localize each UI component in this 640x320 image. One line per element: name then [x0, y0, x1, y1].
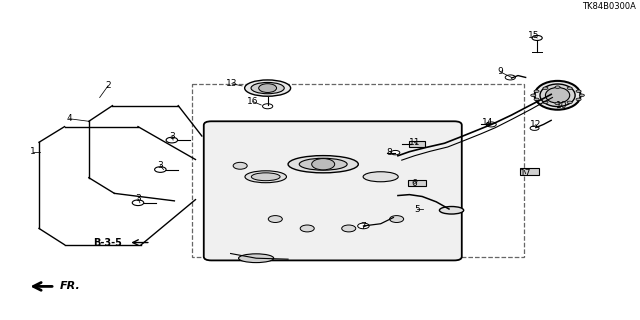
Ellipse shape [252, 173, 280, 181]
Text: 3: 3 [169, 132, 175, 140]
Circle shape [534, 90, 539, 92]
Ellipse shape [300, 158, 347, 170]
Circle shape [532, 36, 542, 40]
Circle shape [486, 122, 496, 127]
Text: 2: 2 [105, 81, 111, 90]
Text: 14: 14 [482, 118, 493, 127]
Text: 1: 1 [29, 147, 35, 156]
Text: 4: 4 [67, 114, 72, 123]
FancyBboxPatch shape [410, 141, 425, 147]
Circle shape [166, 137, 177, 143]
Circle shape [342, 225, 356, 232]
FancyBboxPatch shape [408, 180, 426, 186]
Text: 16: 16 [247, 97, 259, 106]
Text: 3: 3 [157, 161, 163, 170]
Circle shape [262, 104, 273, 109]
Text: 12: 12 [530, 120, 541, 129]
Circle shape [132, 200, 144, 205]
Circle shape [300, 225, 314, 232]
Circle shape [155, 167, 166, 172]
Circle shape [358, 223, 369, 229]
Circle shape [268, 216, 282, 222]
Circle shape [312, 159, 335, 170]
Ellipse shape [540, 84, 575, 107]
Circle shape [555, 86, 560, 88]
Ellipse shape [244, 80, 291, 96]
Circle shape [543, 101, 548, 104]
Circle shape [567, 101, 572, 104]
Circle shape [567, 87, 572, 90]
Circle shape [576, 98, 581, 100]
Circle shape [579, 94, 584, 97]
Ellipse shape [440, 206, 464, 214]
Ellipse shape [534, 81, 580, 110]
Text: 15: 15 [528, 31, 540, 40]
Text: 3: 3 [135, 194, 141, 203]
Text: 5: 5 [414, 204, 420, 213]
Bar [192, 84, 524, 257]
Circle shape [576, 90, 581, 92]
Text: 9: 9 [497, 67, 503, 76]
Text: TK84B0300A: TK84B0300A [582, 2, 636, 11]
Circle shape [390, 216, 404, 222]
FancyBboxPatch shape [204, 121, 462, 260]
Circle shape [534, 98, 539, 100]
Ellipse shape [545, 87, 570, 103]
Ellipse shape [239, 254, 274, 263]
Text: 17: 17 [520, 169, 531, 178]
Circle shape [531, 94, 536, 97]
Circle shape [259, 84, 276, 92]
Text: 7: 7 [360, 222, 366, 231]
Text: 6: 6 [412, 180, 417, 188]
Text: FR.: FR. [60, 281, 81, 292]
FancyBboxPatch shape [520, 168, 539, 175]
Text: 10: 10 [556, 101, 567, 110]
Text: B-3-5: B-3-5 [93, 237, 122, 248]
Text: 8: 8 [386, 148, 392, 157]
Circle shape [530, 126, 539, 130]
Text: 13: 13 [226, 79, 237, 88]
Circle shape [391, 150, 400, 155]
Circle shape [233, 162, 247, 169]
Text: 11: 11 [409, 138, 420, 147]
Circle shape [555, 102, 560, 105]
Ellipse shape [245, 171, 287, 183]
Circle shape [505, 75, 515, 80]
Ellipse shape [288, 156, 358, 173]
Ellipse shape [251, 83, 284, 94]
Ellipse shape [363, 172, 398, 182]
Circle shape [543, 87, 548, 90]
